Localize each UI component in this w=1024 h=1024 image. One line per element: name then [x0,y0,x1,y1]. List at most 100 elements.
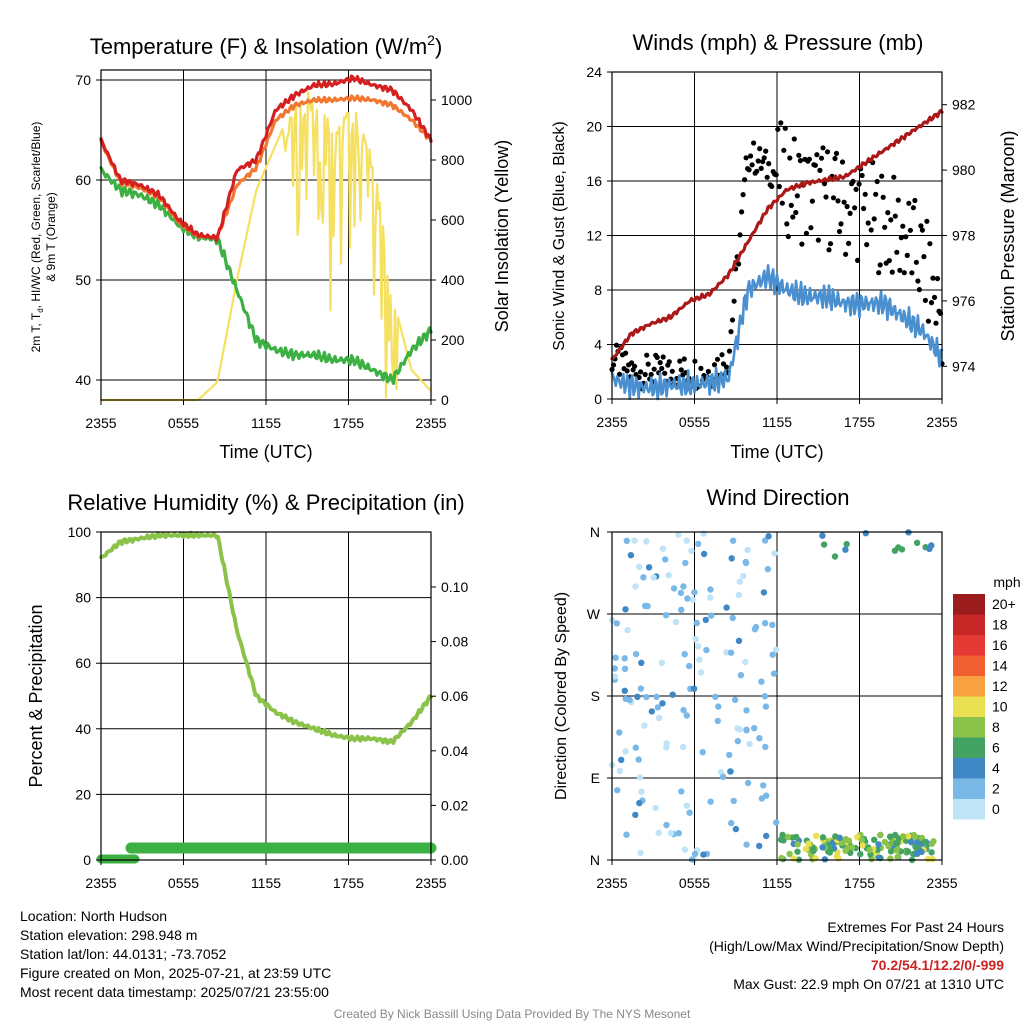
dir-point-night-159 [621,655,628,662]
dir-point-night-142 [728,819,735,827]
wind-ytick-left-label-1: 4 [594,337,602,353]
wind-chart-title: Winds (mph) & Pressure (mb) [633,30,924,55]
gust-point-191 [897,267,903,273]
gust-point-190 [895,197,901,203]
gust-point-205 [918,223,924,229]
gust-point-55 [692,358,698,364]
dir-legend-title: mph [993,574,1020,590]
gust-point-200 [910,205,917,211]
dir-point-night-42 [740,572,747,580]
gust-point-183 [885,210,891,216]
gust-point-179 [879,173,885,179]
dir-point-night-133 [632,744,639,751]
legend-swatch-2 [953,635,985,656]
rh-xtick-label-4: 2355 [415,875,446,891]
rh-yticks-right: 0.00 0.02 0.04 0.06 0.08 0.10 [431,579,468,868]
temp-ytick-right-label-1: 200 [441,332,465,348]
gust-point-118 [787,155,793,161]
dewpoint-line [99,166,433,386]
dir-point-night-12 [681,846,689,853]
dir-point-day-127 [929,855,936,863]
gust-point-80 [729,317,736,323]
dir-point-night-30 [677,589,685,597]
dir-point-north-12 [926,545,933,552]
dir-point-north-11 [842,546,849,553]
dir-point-night-146 [688,547,695,555]
dir-point-night-138 [736,726,743,733]
dir-point-day-94 [802,845,810,853]
dir-point-night-157 [758,795,766,802]
dir-point-night-145 [708,612,715,619]
dir-point-night-37 [707,586,714,593]
dir-point-night-39 [683,712,690,719]
dir-point-day-79 [921,839,928,846]
dir-point-night-54 [645,564,653,571]
gust-point-155 [843,251,849,257]
gust-point-199 [909,270,915,276]
dir-point-night-130 [611,673,619,680]
gust-point-5 [616,371,623,377]
temp-ylabel-left: 2m T, Td, HI/WC (Red, Green, Scarlet/Blu… [29,122,45,353]
dir-point-night-168 [727,649,735,656]
dir-point-night-132 [743,726,750,733]
dir-point-night-27 [771,550,778,557]
dir-point-night-15 [715,703,722,710]
dir-point-day-136 [875,841,882,848]
temp-ytick-left-label-1: 50 [75,272,91,288]
temp-ytick-left-label-0: 40 [75,372,91,388]
dir-point-day-137 [887,848,895,855]
dir-ytick-label-4: N [590,524,600,540]
gust-point-46 [678,367,684,373]
dir-point-day-146 [893,847,900,854]
temp-series [99,74,433,402]
dir-point-night-143 [746,740,753,748]
dir-point-night-20 [678,606,685,613]
dir-point-night-34 [760,589,768,596]
dir-point-night-165 [691,850,699,858]
gust-point-192 [898,235,904,241]
dir-point-night-96 [689,596,696,603]
gust-point-93 [749,162,755,168]
gust-point-122 [793,209,799,216]
gust-point-78 [726,348,733,354]
gust-point-125 [797,158,804,164]
temperature-chart: Temperature (F) & Insolation (W/m2) 40 50… [29,32,512,462]
dir-point-day-99 [794,841,801,848]
dir-point-day-118 [875,854,882,861]
dir-point-day-116 [894,853,901,861]
max-gust: Max Gust: 22.9 mph On 07/21 at 1310 UTC [733,976,1004,992]
dir-point-night-2 [683,802,690,809]
rh-ytick-right-label-1: 0.02 [441,797,468,813]
gust-point-89 [743,155,749,161]
gust-point-34 [660,354,666,360]
dir-point-night-43 [655,829,662,836]
gust-point-98 [757,146,763,152]
dir-point-night-41 [723,604,730,611]
dir-point-day-148 [786,850,793,858]
gust-point-70 [714,356,721,362]
dir-point-night-114 [760,782,767,789]
rh-ytick-right-label-4: 0.08 [441,634,468,650]
dir-point-night-137 [681,651,688,658]
dir-xtick-label-0: 2355 [596,875,627,891]
gust-point-213 [930,275,936,281]
rh-ytick-left-label-2: 40 [75,721,91,737]
dir-point-day-40 [887,833,894,840]
dir-point-night-107 [643,538,650,545]
dir-point-night-61 [623,831,630,838]
most-recent-data: Most recent data timestamp: 2025/07/21 2… [20,984,329,1000]
dir-point-night-69 [637,849,644,857]
dir-point-night-45 [632,583,639,590]
legend-swatch-4 [953,676,985,697]
gust-point-48 [681,356,687,362]
gust-point-97 [755,158,761,164]
gust-point-30 [654,354,660,360]
gust-point-121 [791,136,797,142]
dir-point-day-78 [848,844,856,851]
dir-point-night-47 [658,659,666,666]
rh-ytick-right-label-0: 0.00 [441,852,468,868]
temp-yticks-left: 40 50 60 70 [75,72,101,388]
dir-point-night-110 [614,787,621,794]
legend-label-4: 12 [992,678,1008,694]
wind-yticks-right: 974 976 978 980 982 [942,97,976,374]
